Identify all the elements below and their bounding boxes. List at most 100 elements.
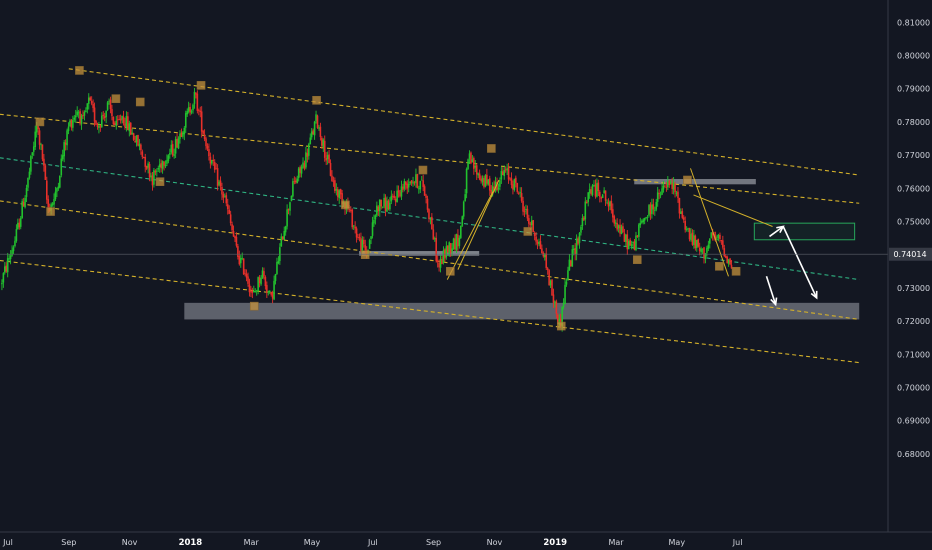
pivot-marker: [731, 266, 741, 276]
candle-body: [565, 281, 568, 285]
candle-body: [413, 181, 416, 183]
candle-body: [706, 247, 708, 253]
candle-body: [554, 301, 556, 304]
candle-body: [209, 156, 212, 164]
candle-body: [612, 209, 614, 218]
candle-body: [435, 237, 438, 262]
candle-body: [192, 104, 194, 111]
candle-body: [494, 181, 497, 191]
candle-body: [627, 241, 630, 250]
candle-body: [590, 189, 592, 195]
candle-body: [180, 133, 183, 137]
candle-body: [675, 192, 678, 194]
candle-body: [406, 183, 409, 189]
time-tick-label: May: [669, 538, 686, 547]
candle-body: [316, 115, 319, 128]
candle-body: [235, 236, 238, 246]
candle-body: [374, 215, 377, 220]
candle-body: [363, 239, 365, 245]
candle-body: [520, 193, 523, 201]
candle-body: [448, 242, 451, 254]
candle-body: [161, 161, 164, 169]
price-axis[interactable]: 0.81000 0.80000 0.79000 0.78000 0.77000 0.760…: [897, 18, 930, 459]
candle-body: [121, 115, 123, 120]
candle-body: [253, 291, 255, 293]
candle-body: [515, 177, 517, 183]
candle-body: [47, 199, 50, 208]
candle-body: [63, 142, 65, 157]
candle-body: [250, 291, 252, 293]
candle-body: [629, 239, 631, 246]
candle-body: [475, 165, 478, 175]
candle-body: [477, 173, 479, 176]
candle-body: [135, 135, 138, 143]
candle-body: [418, 188, 420, 190]
forecast-arrow-line-2: [782, 226, 818, 299]
time-axis[interactable]: Jul Sep Nov 2018 Mar May Jul Sep Nov 2019 Mar May Ju…: [2, 538, 742, 548]
candle-body: [445, 246, 448, 258]
candle-body: [407, 183, 410, 188]
time-tick-label: May: [304, 538, 321, 547]
candle-body: [603, 190, 605, 194]
candle-body: [646, 216, 649, 218]
candle-body: [255, 290, 258, 292]
candle-body: [218, 181, 220, 185]
candle-body: [714, 236, 717, 240]
candle-body: [328, 154, 330, 163]
candle-body: [160, 163, 162, 169]
candle-body: [57, 186, 60, 189]
candle-body: [266, 285, 268, 293]
candle-body: [597, 182, 600, 192]
candle-body: [274, 274, 277, 281]
candle-body: [200, 111, 203, 132]
time-tick-label: Sep: [61, 538, 76, 547]
candle-body: [564, 284, 566, 304]
candle-body: [548, 270, 550, 286]
candle-body: [517, 192, 520, 194]
candle-body: [242, 258, 245, 275]
candle-body: [164, 164, 167, 167]
candle-body: [124, 123, 126, 128]
candle-body: [358, 237, 361, 239]
candle-body: [182, 133, 184, 137]
candle-body: [635, 235, 637, 251]
candle-body: [667, 181, 669, 188]
candle-body: [630, 244, 633, 247]
candle-body: [28, 171, 31, 178]
candle-body: [432, 229, 435, 240]
candle-body: [247, 276, 249, 284]
candle-body: [109, 99, 112, 110]
candle-body: [170, 144, 173, 153]
candle-body: [600, 197, 603, 199]
candle-body: [30, 156, 32, 172]
candle-body: [60, 158, 63, 176]
candle-body: [497, 187, 500, 190]
candle-body: [221, 186, 223, 195]
candle-body: [239, 258, 242, 264]
candle-body: [601, 194, 604, 199]
candle-body: [116, 119, 119, 121]
price-tick-label: 0.81000: [897, 18, 930, 27]
candle-body: [703, 247, 705, 259]
candle-body: [151, 175, 154, 186]
channel-layer: [0, 68, 860, 364]
candle-body: [74, 115, 77, 118]
candle-body: [273, 280, 275, 300]
candle-body: [229, 214, 232, 224]
candle-body: [112, 116, 115, 125]
candle-body: [6, 258, 9, 273]
candle-body: [446, 245, 449, 253]
candle-body: [318, 127, 320, 129]
candle-body: [423, 186, 426, 196]
candle-body: [96, 125, 99, 127]
candle-body: [719, 234, 721, 240]
candle-body: [695, 239, 698, 248]
candle-body: [18, 222, 21, 228]
candle-body: [77, 112, 80, 114]
candle-body: [461, 216, 464, 226]
candle-body: [215, 168, 217, 170]
candle-body: [228, 209, 230, 214]
candle-body: [558, 318, 561, 325]
candle-body: [399, 192, 401, 197]
